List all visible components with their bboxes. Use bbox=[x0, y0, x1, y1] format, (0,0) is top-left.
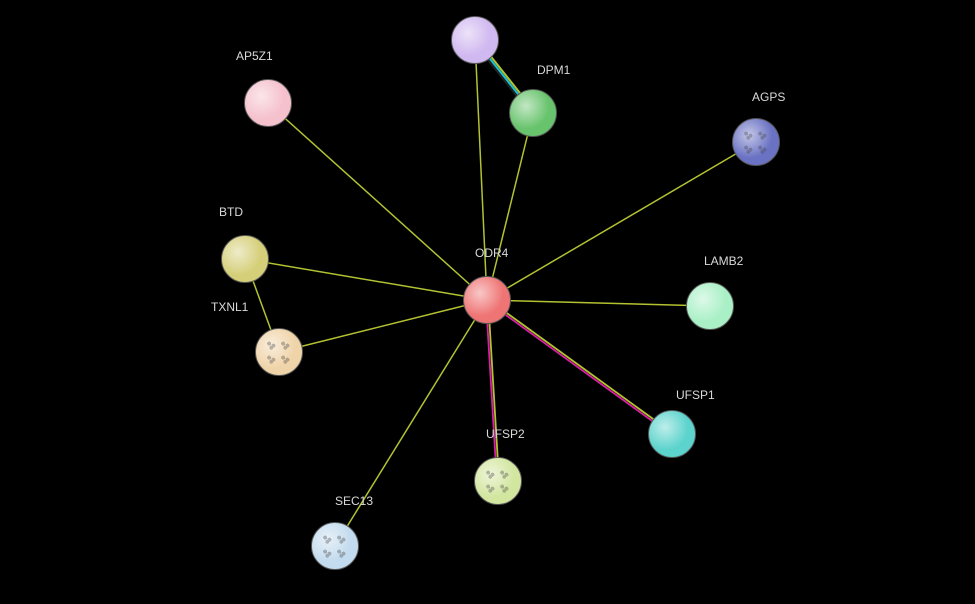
edge-ODR4-DPM1-textmining_olive bbox=[487, 113, 533, 300]
node-circle-dpm1[interactable] bbox=[509, 89, 557, 137]
node-label-txnl1: TXNL1 bbox=[211, 300, 248, 314]
edge-ODR4-UFSP1-textmining_olive bbox=[488, 299, 673, 433]
node-label-odr4: ODR4 bbox=[475, 246, 508, 260]
edge-ODR4-AP5Z1-textmining_olive bbox=[268, 103, 487, 300]
node-circle-txnl1[interactable] bbox=[255, 328, 303, 376]
node-circle-ap5z1[interactable] bbox=[244, 79, 292, 127]
node-circle-odr4[interactable] bbox=[463, 276, 511, 324]
node-agps[interactable]: AGPS bbox=[732, 118, 780, 166]
node-sec13[interactable]: SEC13 bbox=[311, 522, 359, 570]
node-alg5[interactable]: ALG5 bbox=[451, 16, 499, 64]
node-ufsp1[interactable]: UFSP1 bbox=[648, 410, 696, 458]
node-circle-ufsp1[interactable] bbox=[648, 410, 696, 458]
structure-icon bbox=[321, 532, 349, 560]
node-circle-btd[interactable] bbox=[221, 235, 269, 283]
edge-ODR4-ALG5-textmining_olive bbox=[475, 40, 487, 300]
node-label-dpm1: DPM1 bbox=[537, 63, 570, 77]
node-ap5z1[interactable]: AP5Z1 bbox=[244, 79, 292, 127]
edge-ODR4-BTD-textmining_olive bbox=[245, 259, 487, 300]
node-circle-ufsp2[interactable] bbox=[474, 457, 522, 505]
node-circle-agps[interactable] bbox=[732, 118, 780, 166]
node-label-ufsp1: UFSP1 bbox=[676, 388, 715, 402]
node-lamb2[interactable]: LAMB2 bbox=[686, 282, 734, 330]
node-label-agps: AGPS bbox=[752, 90, 785, 104]
node-odr4[interactable]: ODR4 bbox=[463, 276, 511, 324]
edge-ODR4-AGPS-textmining_olive bbox=[487, 142, 756, 300]
node-label-sec13: SEC13 bbox=[335, 494, 373, 508]
node-circle-sec13[interactable] bbox=[311, 522, 359, 570]
node-label-ap5z1: AP5Z1 bbox=[236, 49, 273, 63]
edge-ODR4-UFSP2-textmining_olive bbox=[488, 300, 499, 481]
node-label-ufsp2: UFSP2 bbox=[486, 427, 525, 441]
edge-ODR4-TXNL1-textmining_olive bbox=[279, 300, 487, 352]
node-btd[interactable]: BTD bbox=[221, 235, 269, 283]
edge-ODR4-UFSP1-experimental_magenta bbox=[486, 301, 671, 435]
edge-ODR4-LAMB2-textmining_olive bbox=[487, 300, 710, 306]
node-ufsp2[interactable]: UFSP2 bbox=[474, 457, 522, 505]
node-label-lamb2: LAMB2 bbox=[704, 254, 743, 268]
node-dpm1[interactable]: DPM1 bbox=[509, 89, 557, 137]
edge-ODR4-UFSP2-experimental_magenta bbox=[486, 300, 497, 481]
protein-network-diagram: ALG5 AP5Z1 DPM1 AGPS BTD ODR4 LAMB2 TXNL1 UFSP1 U… bbox=[0, 0, 975, 604]
node-label-btd: BTD bbox=[219, 205, 243, 219]
structure-icon bbox=[265, 338, 293, 366]
structure-icon bbox=[484, 467, 512, 495]
structure-icon bbox=[742, 128, 770, 156]
node-circle-lamb2[interactable] bbox=[686, 282, 734, 330]
edge-ODR4-SEC13-textmining_olive bbox=[335, 300, 487, 546]
node-circle-alg5[interactable] bbox=[451, 16, 499, 64]
node-txnl1[interactable]: TXNL1 bbox=[255, 328, 303, 376]
